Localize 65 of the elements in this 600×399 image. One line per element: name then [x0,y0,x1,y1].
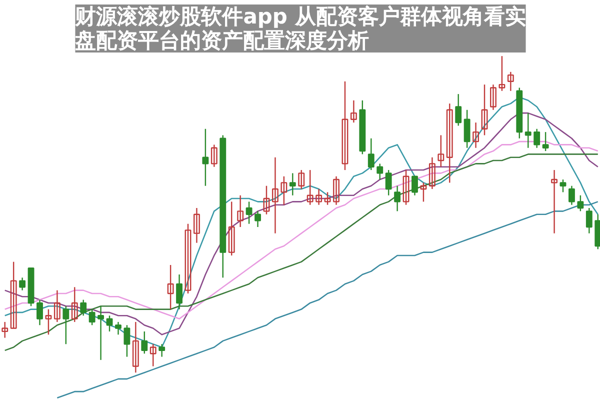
candlestick [446,102,453,184]
candlestick [412,176,418,196]
candlestick [71,286,78,323]
candlestick [542,131,549,152]
candlestick [124,324,130,358]
candlestick [202,128,209,186]
candlestick [586,207,592,234]
candlestick [54,290,60,323]
candlestick [106,315,113,332]
candlestick [210,144,218,168]
candlestick [306,169,314,206]
candlestick [45,308,52,336]
candlestick [194,207,200,244]
candlestick [141,330,148,354]
candlestick [246,201,252,224]
candlestick [158,344,166,358]
candlestick [481,84,488,136]
candlestick [577,194,584,212]
candlestick [342,80,348,171]
candlestick [316,188,322,206]
candlestick [263,185,270,215]
candlestick [464,109,470,148]
candlestick [490,84,496,110]
candlestick [36,299,43,326]
candlestick [280,176,288,206]
candlestick [428,156,436,190]
candlestick [298,169,305,190]
candlestick [132,321,139,374]
candlestick [272,156,278,234]
candlestick [438,134,444,168]
candlestick [167,264,174,310]
candlestick [19,277,26,291]
candlestick [524,112,532,148]
candlestick [115,321,122,336]
candlestick [254,210,261,228]
candlestick [333,176,340,206]
candlestick [385,169,392,196]
candlestick [184,223,192,294]
candlestick [289,172,296,196]
candlestick [560,178,566,193]
candlestick [62,306,70,345]
candlestick [350,100,357,124]
candlestick [10,261,17,329]
candlestick [88,308,96,326]
candlestick [420,182,427,202]
candlestick [455,93,462,126]
candlestick [534,128,540,148]
candlestick [402,169,410,206]
candlestick [150,344,156,367]
candlestick [507,71,514,92]
candlestick [551,169,558,234]
candlestick [568,185,575,206]
candlestick [80,299,87,316]
candlestick [2,321,8,338]
candlestick [472,122,480,148]
candlestick [176,274,182,310]
chart-title: 财源滚滚炒股软件app 从配资客户群体视角看实盘配资平台的资产配置深度分析 [74,4,526,52]
candlestick [394,185,401,212]
candlestick [237,194,244,228]
candlestick [324,192,331,206]
candlestick [498,55,506,92]
candlestick [228,201,235,256]
candlestick [98,306,104,361]
candlestick [368,138,374,171]
candlestick [376,163,384,180]
